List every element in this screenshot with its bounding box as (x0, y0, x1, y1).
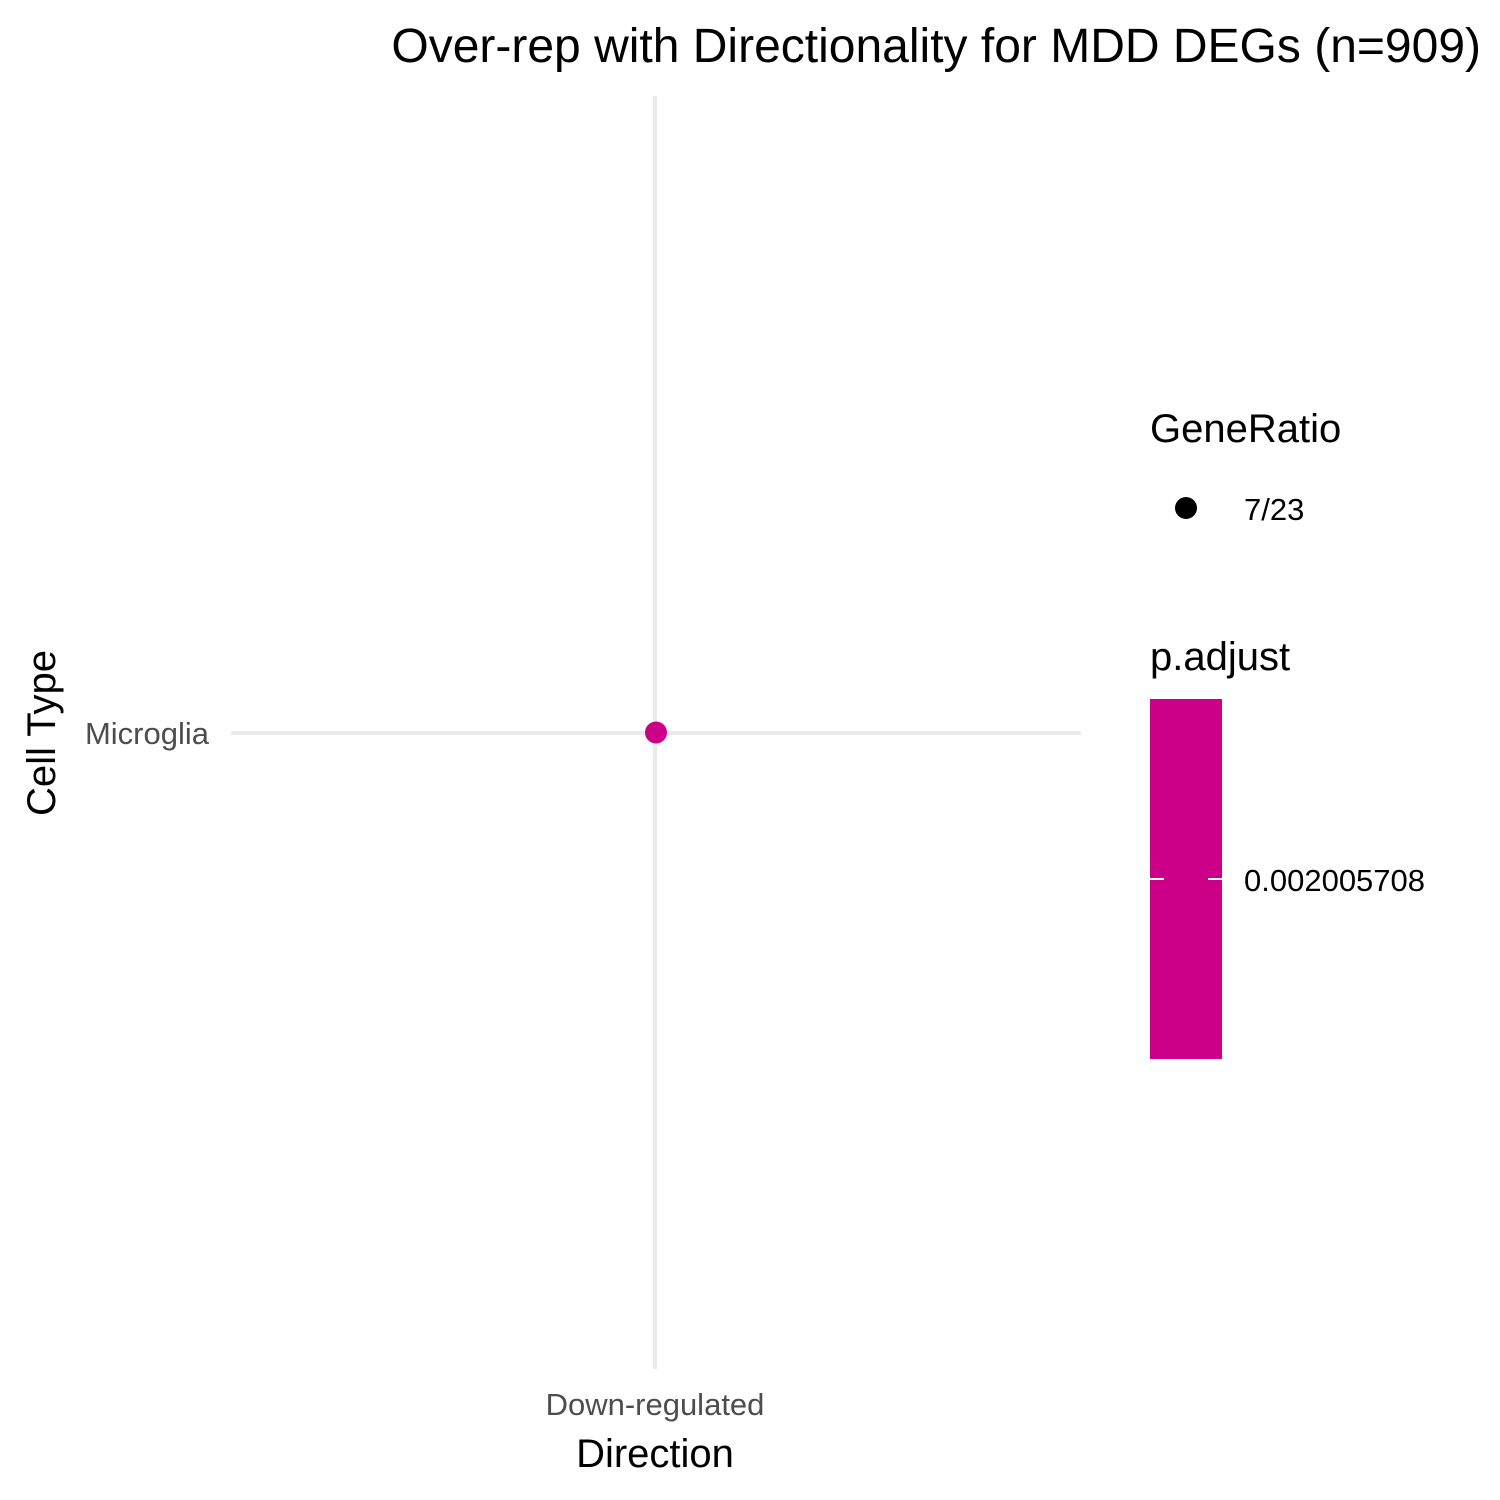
y-axis-title: Cell Type (20, 650, 64, 816)
y-tick-label: Microglia (85, 716, 210, 751)
legend-padjust-title: p.adjust (1150, 635, 1290, 679)
legend-generatio-title: GeneRatio (1150, 407, 1341, 451)
legend-colorbar-label: 0.002005708 (1244, 863, 1425, 898)
data-point-1 (645, 721, 667, 744)
x-tick-label: Down-regulated (546, 1387, 765, 1422)
plot-panel (231, 96, 1081, 1369)
chart-title: Over-rep with Directionality for MDD DEG… (391, 20, 1481, 73)
x-axis-title: Direction (576, 1432, 734, 1476)
points-layer (645, 721, 667, 744)
legend-size-key-icon (1175, 497, 1197, 519)
legend-size-label: 7/23 (1244, 492, 1304, 527)
legend-padjust: p.adjust 0.002005708 (1150, 635, 1425, 1059)
legend-generatio: GeneRatio 7/23 (1150, 407, 1341, 527)
